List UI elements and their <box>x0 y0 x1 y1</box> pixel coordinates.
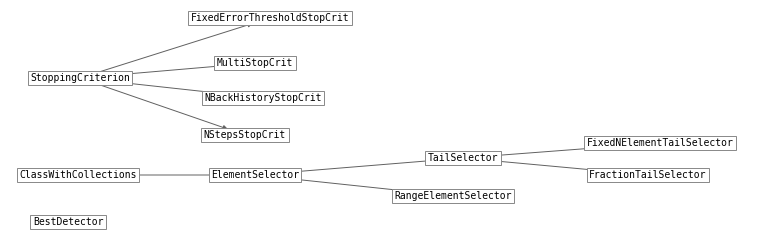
Text: NBackHistoryStopCrit: NBackHistoryStopCrit <box>204 93 322 103</box>
Text: FractionTailSelector: FractionTailSelector <box>589 170 707 180</box>
Text: BestDetector: BestDetector <box>33 217 103 227</box>
Text: ClassWithCollections: ClassWithCollections <box>19 170 137 180</box>
Text: MultiStopCrit: MultiStopCrit <box>217 58 293 68</box>
Text: TailSelector: TailSelector <box>428 153 498 163</box>
Text: ElementSelector: ElementSelector <box>211 170 299 180</box>
Text: NStepsStopCrit: NStepsStopCrit <box>204 130 286 140</box>
Text: FixedErrorThresholdStopCrit: FixedErrorThresholdStopCrit <box>190 13 349 23</box>
Text: RangeElementSelector: RangeElementSelector <box>394 191 511 201</box>
Text: FixedNElementTailSelector: FixedNElementTailSelector <box>587 138 733 148</box>
Text: StoppingCriterion: StoppingCriterion <box>30 73 130 83</box>
